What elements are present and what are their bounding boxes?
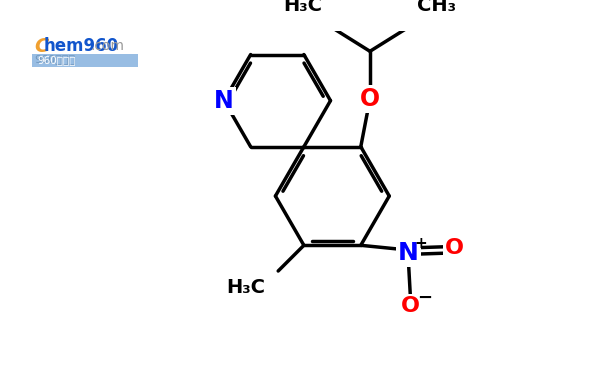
Text: C: C: [34, 37, 48, 56]
Text: CH₃: CH₃: [417, 0, 456, 15]
Text: +: +: [414, 236, 427, 251]
Text: O: O: [360, 87, 380, 111]
Text: 960化工网: 960化工网: [38, 55, 76, 65]
Text: N: N: [398, 241, 419, 265]
Text: O: O: [445, 238, 464, 258]
Text: .com: .com: [91, 39, 125, 53]
FancyBboxPatch shape: [32, 54, 138, 67]
Text: hem960: hem960: [43, 38, 119, 56]
Text: 960化工网: 960化工网: [34, 54, 75, 64]
Text: −: −: [417, 289, 433, 307]
Text: H₃C: H₃C: [226, 278, 266, 297]
Text: H₃C: H₃C: [284, 0, 322, 15]
Text: O: O: [401, 296, 420, 316]
Text: N: N: [214, 88, 234, 112]
